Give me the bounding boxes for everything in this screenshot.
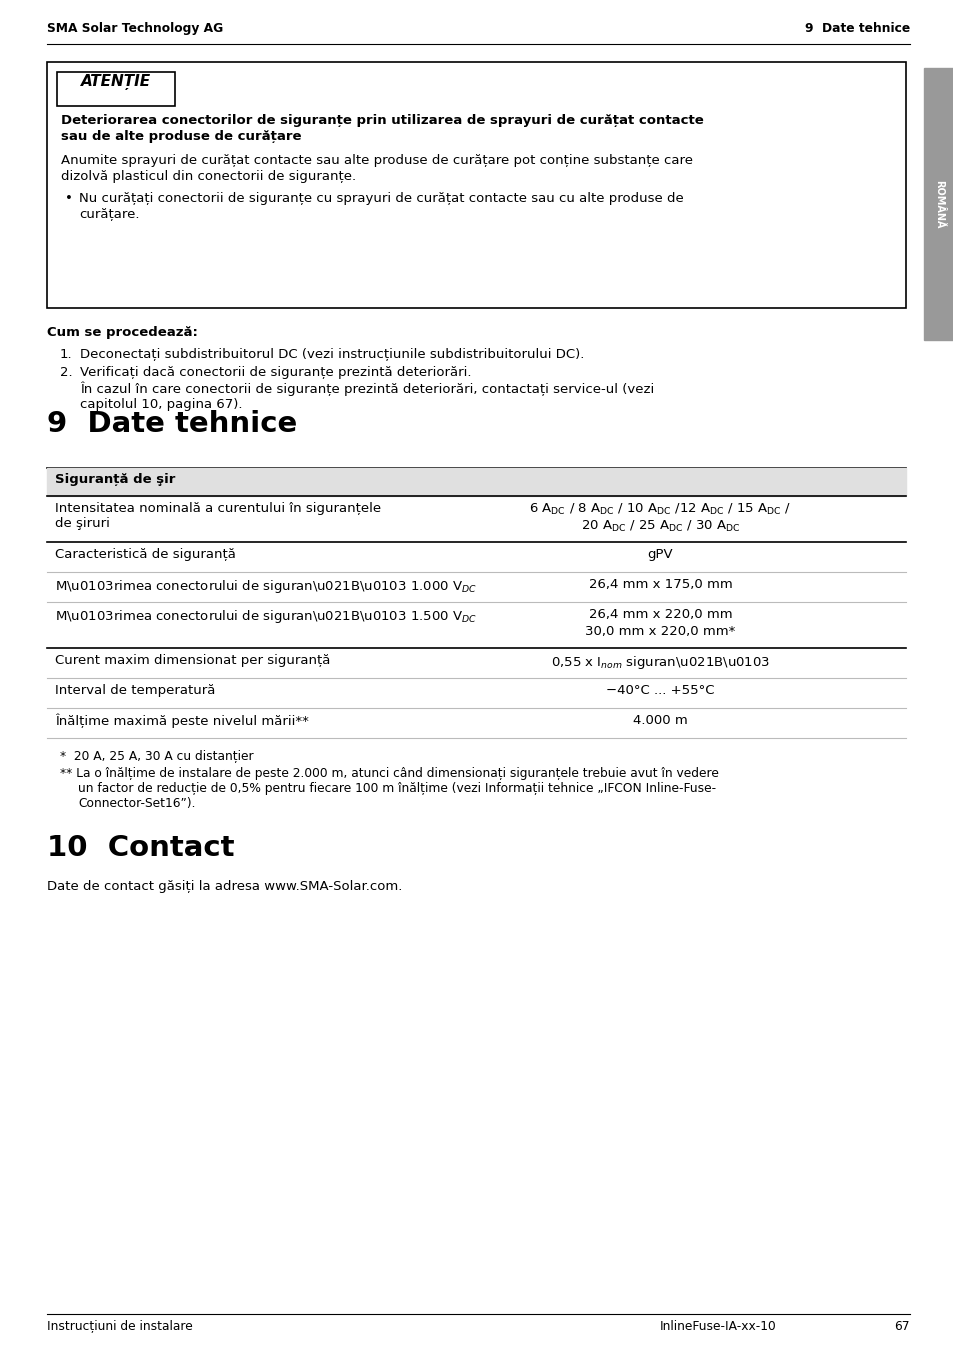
Text: ROMÂNĂ: ROMÂNĂ [933, 180, 943, 229]
Text: curățare.: curățare. [79, 209, 139, 221]
Text: −40°C ... +55°C: −40°C ... +55°C [605, 684, 714, 697]
Text: 0,55 x I$_{nom}$ siguran\u021B\u0103: 0,55 x I$_{nom}$ siguran\u021B\u0103 [551, 654, 769, 672]
Text: Deteriorarea conectorilor de siguranțe prin utilizarea de sprayuri de curățat co: Deteriorarea conectorilor de siguranțe p… [61, 114, 703, 127]
Text: 20 $\mathrm{A_{DC}}$ / 25 $\mathrm{A_{DC}}$ / 30 $\mathrm{A_{DC}}$: 20 $\mathrm{A_{DC}}$ / 25 $\mathrm{A_{DC… [580, 519, 740, 533]
Text: dizolvă plasticul din conectorii de siguranțe.: dizolvă plasticul din conectorii de sigu… [61, 171, 355, 183]
Text: M\u0103rimea conectorului de siguran\u021B\u0103 1.500 V$_{DC}$: M\u0103rimea conectorului de siguran\u02… [55, 608, 476, 626]
Text: de şiruri: de şiruri [55, 517, 110, 529]
Text: 1.: 1. [60, 348, 72, 362]
Text: 30,0 mm x 220,0 mm*: 30,0 mm x 220,0 mm* [585, 626, 735, 638]
Text: *  20 A, 25 A, 30 A cu distanțier: * 20 A, 25 A, 30 A cu distanțier [60, 750, 253, 764]
Text: Deconectați subdistribuitorul DC (vezi instrucțiunile subdistribuitorului DC).: Deconectați subdistribuitorul DC (vezi i… [80, 348, 584, 362]
Text: M\u0103rimea conectorului de siguran\u021B\u0103 1.000 V$_{DC}$: M\u0103rimea conectorului de siguran\u02… [55, 578, 476, 594]
Text: SMA Solar Technology AG: SMA Solar Technology AG [47, 22, 223, 35]
Bar [47, 468, 905, 496]
Text: gPV: gPV [647, 548, 673, 561]
Text: Siguranță de şir: Siguranță de şir [55, 473, 175, 486]
Text: 10  Contact: 10 Contact [47, 834, 234, 862]
Text: ** La o înălțime de instalare de peste 2.000 m, atunci când dimensionați siguran: ** La o înălțime de instalare de peste 2… [60, 766, 719, 780]
Bar [923, 68, 953, 340]
Text: Nu curățați conectorii de siguranțe cu sprayuri de curățat contacte sau cu alte : Nu curățați conectorii de siguranțe cu s… [79, 192, 683, 204]
Bar [57, 72, 174, 106]
Text: Interval de temperatură: Interval de temperatură [55, 684, 215, 697]
Text: Date de contact găsiți la adresa www.SMA-Solar.com.: Date de contact găsiți la adresa www.SMA… [47, 880, 402, 894]
Text: Cum se procedează:: Cum se procedează: [47, 326, 197, 338]
Text: 4.000 m: 4.000 m [633, 714, 687, 727]
Text: În cazul în care conectorii de siguranțe prezintă deteriorări, contactați servic: În cazul în care conectorii de siguranțe… [80, 382, 654, 397]
Text: Instrucțiuni de instalare: Instrucțiuni de instalare [47, 1320, 193, 1332]
Text: sau de alte produse de curățare: sau de alte produse de curățare [61, 130, 301, 144]
Text: capitolul 10, pagina 67).: capitolul 10, pagina 67). [80, 398, 242, 412]
Text: 9  Date tehnice: 9 Date tehnice [47, 410, 297, 437]
Text: Connector-Set16”).: Connector-Set16”). [78, 798, 195, 810]
Text: ATENȚIE: ATENȚIE [81, 74, 151, 89]
Text: Verificați dacă conectorii de siguranțe prezintă deteriorări.: Verificați dacă conectorii de siguranțe … [80, 366, 471, 379]
Text: Anumite sprayuri de curățat contacte sau alte produse de curățare pot conține su: Anumite sprayuri de curățat contacte sau… [61, 154, 692, 167]
Text: un factor de reducție de 0,5% pentru fiecare 100 m înălțime (vezi Informații teh: un factor de reducție de 0,5% pentru fie… [78, 783, 716, 795]
Text: 2.: 2. [60, 366, 72, 379]
Bar [47, 62, 905, 307]
Text: Caracteristică de siguranță: Caracteristică de siguranță [55, 548, 235, 561]
Text: 9  Date tehnice: 9 Date tehnice [804, 22, 909, 35]
Text: Intensitatea nominală a curentului în siguranțele: Intensitatea nominală a curentului în si… [55, 502, 381, 515]
Text: •: • [65, 192, 72, 204]
Text: Înălțime maximă peste nivelul mării**: Înălțime maximă peste nivelul mării** [55, 714, 309, 728]
Text: 26,4 mm x 220,0 mm: 26,4 mm x 220,0 mm [588, 608, 732, 621]
Text: InlineFuse-IA-xx-10: InlineFuse-IA-xx-10 [659, 1320, 776, 1332]
Text: Curent maxim dimensionat per siguranță: Curent maxim dimensionat per siguranță [55, 654, 330, 668]
Text: 6 $\mathrm{A_{DC}}$ / 8 $\mathrm{A_{DC}}$ / 10 $\mathrm{A_{DC}}$ /12 $\mathrm{A_: 6 $\mathrm{A_{DC}}$ / 8 $\mathrm{A_{DC}}… [529, 502, 791, 517]
Text: 67: 67 [894, 1320, 909, 1332]
Text: 26,4 mm x 175,0 mm: 26,4 mm x 175,0 mm [588, 578, 732, 590]
